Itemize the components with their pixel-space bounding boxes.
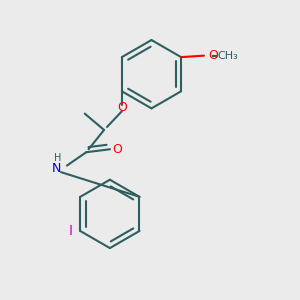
Text: I: I	[69, 224, 73, 238]
Text: CH₃: CH₃	[218, 51, 239, 61]
Text: O: O	[117, 101, 127, 114]
Text: H: H	[54, 153, 61, 163]
Text: O: O	[208, 49, 218, 62]
Text: O: O	[112, 143, 122, 156]
Text: N: N	[52, 162, 61, 175]
